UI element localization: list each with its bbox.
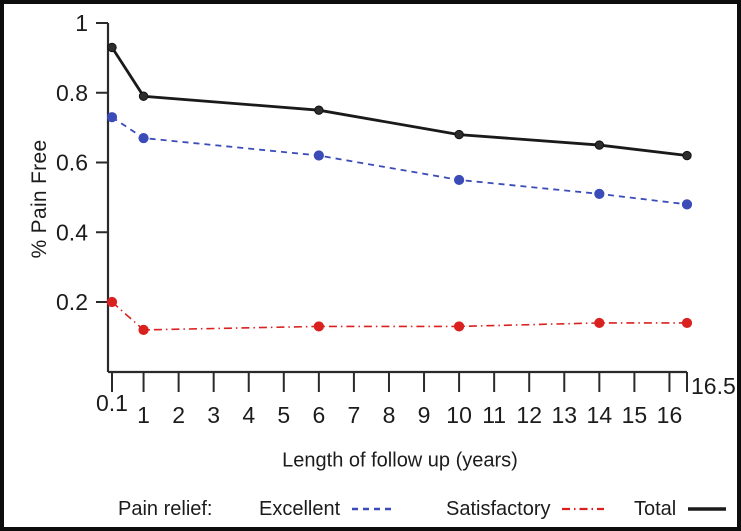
legend-label: Satisfactory bbox=[446, 497, 551, 520]
legend-item-excellent: Excellent bbox=[259, 495, 397, 523]
excellent-line-sample-icon bbox=[352, 507, 397, 511]
svg-text:13: 13 bbox=[551, 402, 577, 428]
data-point bbox=[106, 112, 118, 123]
data-point bbox=[594, 188, 605, 199]
data-point bbox=[138, 91, 149, 101]
svg-text:12: 12 bbox=[516, 402, 542, 428]
data-point bbox=[453, 174, 465, 186]
data-point bbox=[681, 199, 693, 210]
data-point bbox=[594, 317, 605, 329]
svg-text:16.5: 16.5 bbox=[691, 373, 736, 399]
total-line-sample-icon bbox=[688, 507, 727, 511]
legend-title: Pain relief: bbox=[118, 495, 213, 523]
data-point bbox=[454, 129, 464, 140]
svg-text:11: 11 bbox=[482, 402, 506, 428]
data-point bbox=[313, 321, 324, 332]
svg-text:2: 2 bbox=[172, 402, 185, 428]
svg-text:9: 9 bbox=[418, 402, 431, 428]
svg-text:7: 7 bbox=[348, 402, 361, 428]
series-satisfactory bbox=[106, 296, 693, 335]
legend-label: Excellent bbox=[259, 497, 341, 520]
svg-text:14: 14 bbox=[587, 402, 613, 428]
svg-text:0.1: 0.1 bbox=[96, 390, 128, 416]
svg-text:0.8: 0.8 bbox=[56, 80, 88, 106]
svg-text:10: 10 bbox=[446, 402, 472, 428]
data-point bbox=[138, 132, 149, 144]
svg-text:5: 5 bbox=[277, 402, 290, 428]
legend-title-text: Pain relief: bbox=[118, 497, 213, 520]
data-point bbox=[681, 317, 693, 329]
series-total bbox=[107, 42, 692, 161]
svg-text:8: 8 bbox=[383, 402, 396, 428]
svg-text:1: 1 bbox=[75, 10, 88, 36]
y-axis-label: % Pain Free bbox=[28, 139, 51, 259]
svg-text:0.2: 0.2 bbox=[56, 289, 88, 315]
axes bbox=[106, 23, 687, 374]
data-point bbox=[682, 150, 692, 161]
data-point bbox=[314, 105, 324, 115]
legend: Pain relief: Excellent Satisfactory Tota… bbox=[0, 495, 741, 523]
svg-text:1: 1 bbox=[137, 402, 150, 428]
legend-label: Total bbox=[634, 497, 677, 520]
svg-text:16: 16 bbox=[657, 402, 683, 428]
x-axis-label: Length of follow up (years) bbox=[282, 449, 518, 472]
data-point bbox=[594, 140, 605, 150]
svg-text:0.4: 0.4 bbox=[56, 219, 88, 245]
series-excellent bbox=[106, 112, 693, 210]
svg-text:6: 6 bbox=[312, 402, 325, 428]
legend-item-total: Total bbox=[634, 495, 727, 523]
satisfactory-line-sample-icon bbox=[562, 507, 605, 511]
data-point bbox=[106, 296, 118, 308]
svg-text:3: 3 bbox=[207, 402, 220, 428]
data-point bbox=[313, 150, 324, 161]
data-point bbox=[453, 321, 465, 332]
y-axis-ticks: 1 0.8 0.6 0.4 0.2 bbox=[56, 10, 108, 315]
svg-text:15: 15 bbox=[622, 402, 648, 428]
data-point bbox=[107, 42, 117, 53]
data-point bbox=[138, 324, 149, 335]
svg-text:4: 4 bbox=[242, 402, 255, 428]
legend-item-satisfactory: Satisfactory bbox=[446, 495, 605, 523]
svg-text:0.6: 0.6 bbox=[56, 150, 88, 176]
